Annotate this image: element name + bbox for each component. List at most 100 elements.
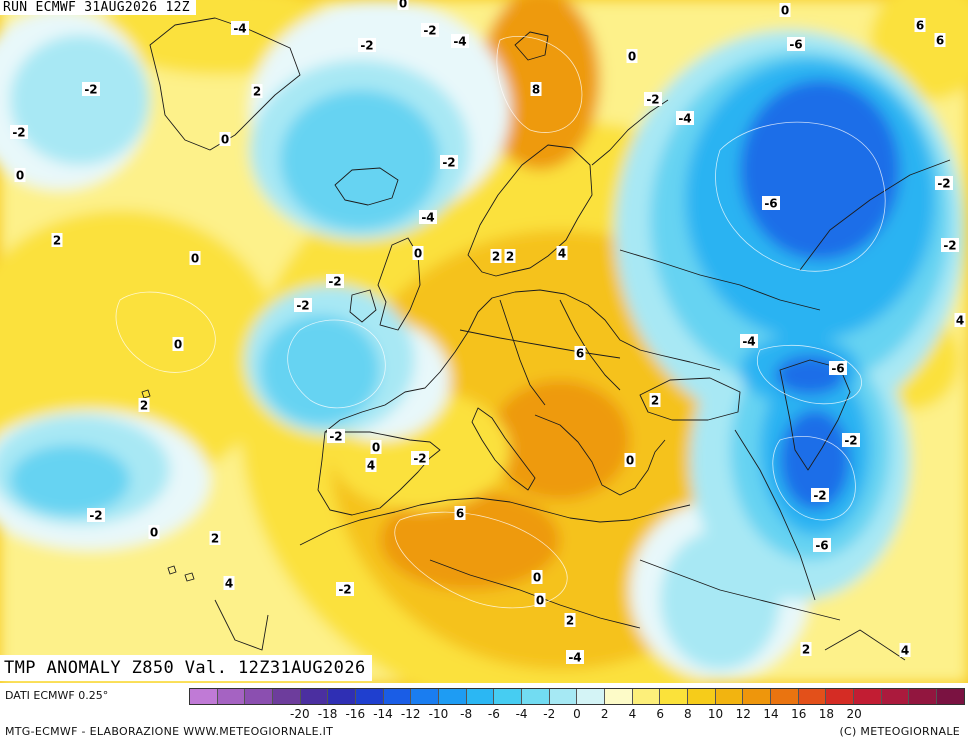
color-scale-tick-label: -8 [460,707,473,721]
anomaly-region-cool [10,445,130,515]
contour-label-background [326,274,344,288]
contour-label-background [829,361,847,375]
contour-label: -2 [811,488,829,503]
contour-label-background [189,251,201,265]
contour-label-background [556,246,568,260]
contour-label-background [454,506,466,520]
contour-label: -2 [87,508,105,523]
anomaly-region-cool [260,315,380,425]
contour-label: 2 [649,393,661,408]
contour-label-background [421,23,439,37]
contour-label-text: 2 [140,399,148,413]
color-scale-tick-label: 4 [628,707,637,721]
contour-label: 2 [504,249,516,264]
contour-label: -4 [566,650,584,665]
contour-label: 0 [779,3,791,18]
color-scale-swatch [577,689,606,704]
contour-label-text: 4 [367,459,375,473]
contour-label-text: 2 [651,394,659,408]
contour-label: 6 [934,33,946,48]
contour-label-text: 2 [53,234,61,248]
contour-label-background [82,82,100,96]
contour-label: -2 [842,433,860,448]
contour-label: -4 [419,210,437,225]
contour-label-background [624,453,636,467]
contour-label-background [397,0,409,10]
contour-label-text: 0 [781,4,789,18]
contour-label: 0 [534,593,546,608]
contour-label-background [566,650,584,664]
contour-label-background [209,531,221,545]
color-scale-swatch [522,689,550,704]
contour-label: -4 [231,21,249,36]
color-scale-tick-label: -18 [317,707,338,721]
anomaly-region-cool [280,90,440,230]
contour-label: 2 [490,249,502,264]
temperature-anomaly-map: -4 -2 -4 -2 0 -2 0 8 -2 -2 -2 0 -4 -6 0 6 -2 2 0 0 -2 -2 0 -4 2 2… [0,0,968,683]
color-scale-swatch [383,689,412,704]
color-scale-swatch [245,689,274,704]
color-scale-legend [189,688,965,705]
contour-label-text: 6 [916,19,924,33]
color-scale-tick-label: -14 [373,707,393,721]
color-scale-tick-label: -10 [428,707,449,721]
contour-label: -2 [411,451,429,466]
color-scale-tick-label: 10 [707,707,724,721]
contour-label-text: 4 [225,577,233,591]
contour-label-background [842,433,860,447]
anomaly-region-hot [490,380,630,500]
contour-label-background [87,508,105,522]
color-scale-swatch [328,689,357,704]
contour-label-text: -4 [453,35,466,49]
contour-label-text: -4 [742,335,755,349]
contour-label-background [649,393,661,407]
contour-label-background [574,346,586,360]
contour-label-background [676,111,694,125]
contour-label-background [530,82,542,96]
contour-label: -6 [762,196,780,211]
contour-label: 0 [219,132,231,147]
contour-label-background [10,125,28,139]
color-scale-tick-label: 18 [818,707,835,721]
contour-label-background [294,298,312,312]
contour-label: 2 [251,84,263,99]
contour-label-background [365,458,377,472]
contour-label-background [934,33,946,47]
contour-label-text: 2 [506,250,514,264]
color-scale-swatch [660,689,689,704]
contour-label: -4 [740,334,758,349]
contour-label-background [779,3,791,17]
contour-label-background [762,196,780,210]
color-scale-tick-label: 0 [573,707,581,721]
color-scale-tick-label: -4 [515,707,528,721]
contour-label-background [172,337,184,351]
color-scale-swatch [356,689,384,704]
contour-label-text: -2 [360,39,373,53]
contour-label-background [223,576,235,590]
contour-label-background [914,18,926,32]
contour-label: -2 [326,274,344,289]
contour-label: -2 [294,298,312,313]
contour-label-background [935,176,953,190]
coastlines-and-borders [141,17,951,661]
contour-label-background [534,593,546,607]
contour-label-text: 0 [191,252,199,266]
color-scale-ticks: -20 -18 -16 -14 -12 -10 -8 -6 -4 -2 0 2 4 6 8 10 12 14 16 1… [189,707,965,721]
contour-label-text: 0 [533,571,541,585]
contour-label-background [800,642,812,656]
contour-label: 0 [531,570,543,585]
contour-label: 0 [189,251,201,266]
contour-label-background [251,84,263,98]
contour-label: 0 [626,49,638,64]
contour-label-text: -2 [296,299,309,313]
color-scale-swatch [549,689,578,704]
contour-label-text: 6 [576,347,584,361]
contour-label: 6 [914,18,926,33]
contour-label: 4 [954,313,966,328]
contour-label: 4 [223,576,235,591]
contour-label-text: 0 [628,50,636,64]
contour-label: 2 [138,398,150,413]
anomaly-region-hot [380,490,560,590]
contour-label-text: 0 [626,454,634,468]
color-scale-swatch [605,689,633,704]
